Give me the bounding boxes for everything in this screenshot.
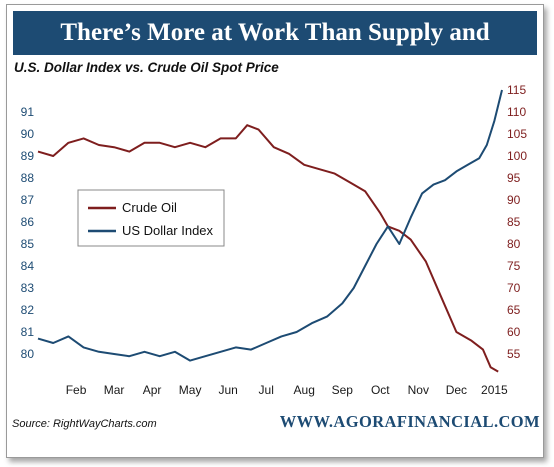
source-note: Source: RightWayCharts.com — [12, 418, 157, 430]
x-tick-apr: Apr — [143, 383, 162, 397]
x-axis-ticks: Feb Mar Apr May Jun Jul Aug Sep Oct Nov Dec 2015 — [66, 383, 508, 397]
series-line-us-dollar-index — [37, 89, 503, 362]
legend-label-us-dollar-index: US Dollar Index — [122, 223, 214, 238]
x-tick-oct: Oct — [371, 383, 390, 397]
banner-title: There’s More at Work Than Supply and Dem… — [60, 19, 490, 90]
legend: Crude Oil US Dollar Index — [77, 189, 225, 247]
right-tick-65: 65 — [507, 303, 521, 317]
right-tick-80: 80 — [507, 237, 521, 251]
right-tick-105: 105 — [507, 127, 527, 141]
left-axis-ticks: 80 81 82 83 84 85 86 87 88 89 90 91 — [21, 105, 35, 361]
left-tick-87: 87 — [21, 193, 35, 207]
x-tick-2015: 2015 — [481, 383, 508, 397]
x-tick-nov: Nov — [408, 383, 429, 397]
right-axis-ticks: 55 60 65 70 75 80 85 90 95 100 105 110 115 — [507, 83, 527, 361]
left-tick-91: 91 — [21, 105, 35, 119]
chart-subtitle: U.S. Dollar Index vs. Crude Oil Spot Pri… — [14, 60, 279, 75]
right-tick-75: 75 — [507, 259, 521, 273]
website-link[interactable]: WWW.AGORAFINANCIAL.COM — [279, 412, 540, 431]
left-tick-82: 82 — [21, 303, 35, 317]
legend-label-crude-oil: Crude Oil — [122, 200, 177, 215]
right-tick-55: 55 — [507, 347, 521, 361]
legend-box — [77, 189, 225, 247]
right-tick-90: 90 — [507, 193, 521, 207]
x-tick-may: May — [179, 383, 202, 397]
right-tick-115: 115 — [507, 83, 526, 97]
x-tick-jun: Jun — [218, 383, 237, 397]
title-banner: There’s More at Work Than Supply and Dem… — [13, 11, 537, 90]
left-tick-90: 90 — [21, 127, 35, 141]
left-tick-83: 83 — [21, 281, 35, 295]
right-tick-100: 100 — [507, 149, 527, 163]
x-tick-mar: Mar — [104, 383, 125, 397]
right-tick-60: 60 — [507, 325, 521, 339]
x-tick-jul: Jul — [259, 383, 274, 397]
x-tick-dec: Dec — [446, 383, 467, 397]
x-tick-feb: Feb — [66, 383, 87, 397]
left-tick-80: 80 — [21, 347, 35, 361]
x-tick-sep: Sep — [332, 383, 354, 397]
right-tick-85: 85 — [507, 215, 521, 229]
right-tick-110: 110 — [507, 105, 526, 119]
left-tick-84: 84 — [21, 259, 35, 273]
left-tick-85: 85 — [21, 237, 35, 251]
left-tick-86: 86 — [21, 215, 35, 229]
left-tick-89: 89 — [21, 149, 35, 163]
left-tick-81: 81 — [21, 325, 35, 339]
series-lines — [37, 89, 503, 373]
left-tick-88: 88 — [21, 171, 35, 185]
right-tick-70: 70 — [507, 281, 521, 295]
x-tick-aug: Aug — [294, 383, 315, 397]
series-line-crude-oil — [37, 124, 499, 373]
right-tick-95: 95 — [507, 171, 521, 185]
